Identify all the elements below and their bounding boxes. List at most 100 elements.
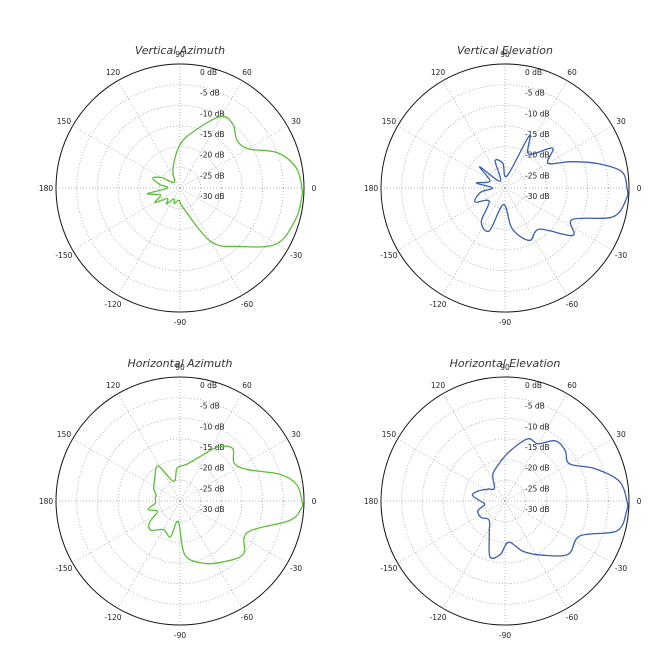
angle-tick-label: 30: [291, 430, 301, 439]
angle-tick-label: 0: [637, 497, 642, 506]
radial-tick-label: -30 dB: [200, 192, 225, 201]
radial-tick-label: -25 dB: [525, 484, 550, 493]
grid-spoke: [179, 500, 243, 609]
angle-tick-label: 60: [242, 68, 252, 77]
grid-ring: [158, 166, 202, 210]
angle-tick-label: 0: [637, 184, 642, 193]
radial-tick-label: -30 dB: [525, 505, 550, 514]
grid-ring: [76, 397, 284, 605]
radiation-pattern-line: [147, 445, 304, 565]
grid-ring: [401, 397, 609, 605]
angle-tick-label: -30: [615, 251, 627, 260]
radial-tick-label: 0 dB: [200, 68, 217, 77]
angle-tick-label: 180: [364, 497, 379, 506]
grid-spoke: [179, 438, 288, 502]
angle-tick-label: -90: [499, 318, 511, 327]
grid-spoke: [442, 393, 506, 502]
angle-tick-label: -150: [55, 251, 72, 260]
grid-spoke: [504, 438, 613, 502]
radial-tick-label: -30 dB: [525, 192, 550, 201]
angle-tick-label: -60: [241, 613, 253, 622]
angle-tick-label: 30: [291, 117, 301, 126]
grid-ring: [442, 125, 568, 251]
grid-spoke: [179, 500, 288, 564]
angle-tick-label: 150: [382, 430, 397, 439]
radial-tick-label: -25 dB: [525, 171, 550, 180]
grid-ring: [421, 104, 589, 272]
angle-tick-label: -90: [499, 631, 511, 640]
angle-tick-label: -30: [290, 564, 302, 573]
chart-title: Vertical Elevation: [457, 44, 553, 57]
angle-tick-label: -120: [104, 300, 121, 309]
radial-tick-label: -10 dB: [525, 109, 550, 118]
grid-spoke: [504, 500, 613, 564]
grid-ring: [76, 84, 284, 292]
angle-tick-label: -150: [380, 251, 397, 260]
grid-ring: [463, 459, 547, 543]
angle-tick-label: 90: [500, 50, 510, 59]
angle-tick-label: 90: [175, 50, 185, 59]
angle-tick-label: -30: [615, 564, 627, 573]
angle-tick-label: 150: [382, 117, 397, 126]
radiation-pattern-line: [471, 438, 629, 559]
angle-tick-label: 180: [39, 184, 54, 193]
grid-ring: [483, 166, 527, 210]
angle-tick-label: -120: [429, 613, 446, 622]
radial-tick-label: 0 dB: [200, 381, 217, 390]
angle-tick-label: 180: [364, 184, 379, 193]
radial-tick-label: -5 dB: [525, 89, 545, 98]
grid-spoke: [117, 80, 181, 189]
radial-tick-label: -15 dB: [200, 443, 225, 452]
angle-tick-label: 30: [616, 430, 626, 439]
angle-tick-label: -150: [55, 564, 72, 573]
radial-tick-label: -20 dB: [200, 464, 225, 473]
grid-ring: [138, 459, 222, 543]
angle-tick-label: -60: [566, 613, 578, 622]
angle-tick-label: -90: [174, 631, 186, 640]
radial-tick-label: -20 dB: [525, 151, 550, 160]
radial-tick-label: -10 dB: [200, 422, 225, 431]
chart-title: Horizontal Azimuth: [128, 357, 233, 370]
grid-spoke: [179, 187, 288, 251]
grid-ring: [421, 417, 589, 585]
angle-tick-label: -120: [104, 613, 121, 622]
radial-tick-label: -25 dB: [200, 484, 225, 493]
grid-spoke: [397, 438, 506, 502]
radial-tick-label: -15 dB: [525, 130, 550, 139]
angle-tick-label: 120: [431, 381, 446, 390]
chart-title: Horizontal Elevation: [450, 357, 561, 370]
grid-ring: [463, 146, 547, 230]
angle-tick-label: 0: [312, 497, 317, 506]
radial-tick-label: -15 dB: [200, 130, 225, 139]
angle-tick-label: -150: [380, 564, 397, 573]
angle-tick-label: 150: [57, 117, 72, 126]
radial-tick-label: -20 dB: [525, 464, 550, 473]
radial-tick-label: -25 dB: [200, 171, 225, 180]
angle-tick-label: 120: [106, 381, 121, 390]
angle-tick-label: 120: [431, 68, 446, 77]
angle-tick-label: 60: [567, 68, 577, 77]
grid-ring: [138, 146, 222, 230]
angle-tick-label: -60: [566, 300, 578, 309]
angle-tick-label: 120: [106, 68, 121, 77]
grid-ring: [117, 125, 243, 251]
angle-tick-label: 0: [312, 184, 317, 193]
radial-tick-label: -15 dB: [525, 443, 550, 452]
chart-title: Vertical Azimuth: [135, 44, 225, 57]
grid-spoke: [72, 438, 181, 502]
grid-spoke: [504, 125, 613, 189]
radial-tick-label: 0 dB: [525, 68, 542, 77]
angle-tick-label: 150: [57, 430, 72, 439]
grid-ring: [158, 479, 202, 523]
angle-tick-label: 90: [175, 363, 185, 372]
grid-ring: [442, 438, 568, 564]
radial-tick-label: 0 dB: [525, 381, 542, 390]
grid-ring: [483, 479, 527, 523]
grid-ring: [401, 84, 609, 292]
angle-tick-label: -120: [429, 300, 446, 309]
